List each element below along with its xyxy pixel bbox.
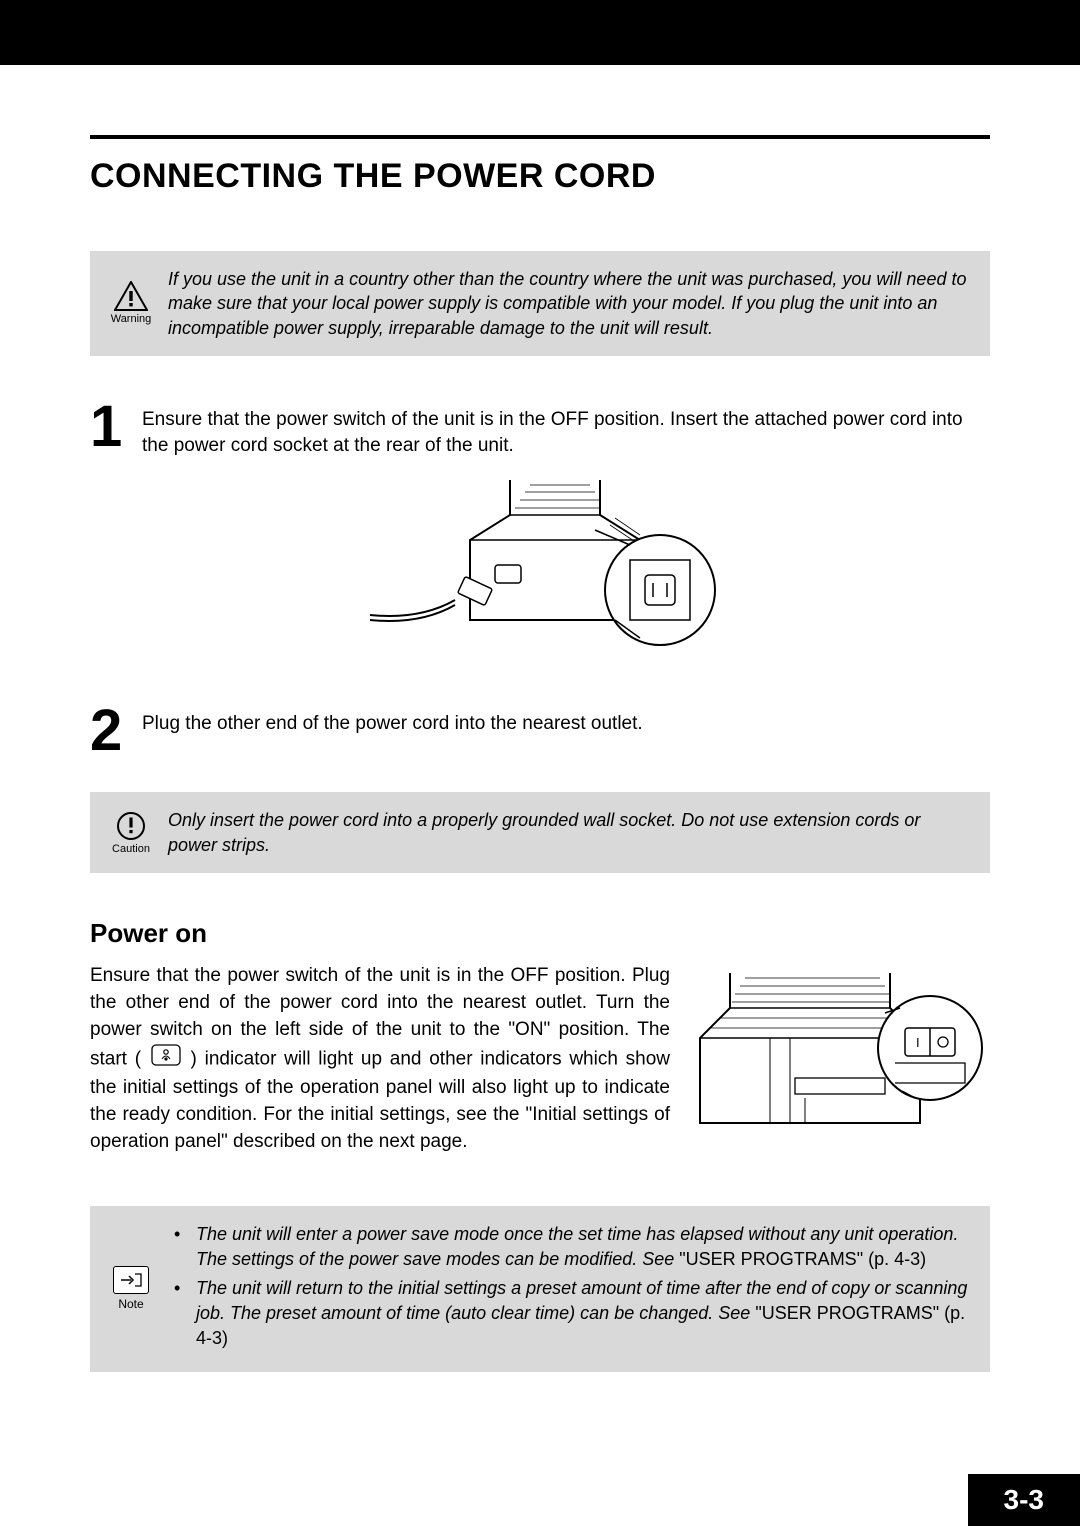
header-black-bar bbox=[0, 0, 1080, 65]
note-bullet-2: • The unit will return to the initial se… bbox=[174, 1276, 972, 1352]
step-2: 2 Plug the other end of the power cord i… bbox=[90, 705, 990, 757]
warning-icon-box: Warning bbox=[108, 281, 154, 325]
power-on-text: Ensure that the power switch of the unit… bbox=[90, 963, 670, 1156]
note-callout: Note • The unit will enter a power save … bbox=[90, 1206, 990, 1372]
page-title: CONNECTING THE POWER CORD bbox=[90, 157, 990, 196]
note-label: Note bbox=[118, 1297, 143, 1311]
page-number: 3-3 bbox=[968, 1474, 1080, 1526]
warning-text: If you use the unit in a country other t… bbox=[168, 267, 972, 340]
note-bullet-1: • The unit will enter a power save mode … bbox=[174, 1222, 972, 1272]
step-1-number: 1 bbox=[90, 401, 130, 453]
caution-callout: Caution Only insert the power cord into … bbox=[90, 792, 990, 873]
power-on-block: Ensure that the power switch of the unit… bbox=[90, 963, 990, 1156]
figure-power-cord bbox=[90, 470, 990, 675]
step-2-number: 2 bbox=[90, 705, 130, 757]
note-icon-box: Note bbox=[108, 1266, 154, 1311]
warning-callout: Warning If you use the unit in a country… bbox=[90, 251, 990, 356]
page: CONNECTING THE POWER CORD Warning If you… bbox=[0, 0, 1080, 1526]
step-1: 1 Ensure that the power switch of the un… bbox=[90, 401, 990, 460]
caution-icon-box: Caution bbox=[108, 811, 154, 855]
note-icon bbox=[113, 1266, 149, 1294]
start-indicator-icon bbox=[151, 1044, 181, 1075]
step-1-text: Ensure that the power switch of the unit… bbox=[142, 401, 990, 460]
caution-label: Caution bbox=[112, 843, 150, 855]
note-list: • The unit will enter a power save mode … bbox=[174, 1222, 972, 1356]
note-1-plain: "USER PROGTRAMS" (p. 4-3) bbox=[679, 1249, 926, 1269]
power-switch-illustration: I bbox=[690, 963, 990, 1153]
bullet-dot: • bbox=[174, 1276, 186, 1352]
warning-label: Warning bbox=[111, 313, 152, 325]
caution-text: Only insert the power cord into a proper… bbox=[168, 808, 972, 857]
warning-icon bbox=[114, 281, 148, 311]
step-2-text: Plug the other end of the power cord int… bbox=[142, 705, 643, 738]
power-cord-illustration bbox=[330, 470, 750, 670]
title-rule bbox=[90, 135, 990, 139]
bullet-dot: • bbox=[174, 1222, 186, 1272]
power-on-heading: Power on bbox=[90, 918, 990, 949]
caution-icon bbox=[116, 811, 146, 841]
svg-text:I: I bbox=[916, 1035, 920, 1050]
